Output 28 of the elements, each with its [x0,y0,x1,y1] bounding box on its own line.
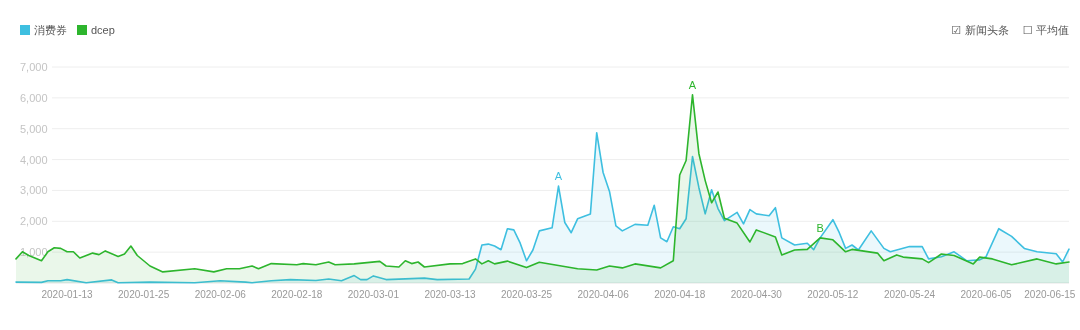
x-tick-label: 2020-01-13 [41,289,94,300]
x-tick-label: 2020-03-13 [424,289,476,300]
text: ☑ 新闻头条 [951,24,1009,37]
x-tick-label: 2020-06-05 [960,289,1013,300]
x-tick-label: 2020-04-30 [730,289,783,300]
x-tick-label: 2020-01-25 [118,289,170,300]
y-tick-label: 2,000 [20,215,48,228]
y-tick-label: 3,000 [20,184,48,197]
y-tick-label: 6,000 [20,91,48,104]
y-tick-label: 7,000 [20,61,48,73]
legend-label: dcep [91,24,115,36]
x-tick-label: 2020-05-12 [807,289,859,300]
x-tick-label: 2020-03-01 [347,289,400,300]
legend-label: 消费券 [34,24,67,36]
x-tick-label: 2020-04-06 [577,289,630,300]
text: ☐ 平均值 [1022,24,1069,37]
x-tick-label: 2020-02-06 [194,289,247,300]
x-tick-label: 2020-06-15 [1024,289,1076,300]
y-tick-label: 4,000 [20,153,48,166]
annotation: A [688,78,697,91]
y-tick-label: 1,000 [20,246,48,259]
annotation: B [816,221,824,234]
x-tick-label: 2020-02-18 [271,289,323,300]
annotation: A [554,170,563,183]
x-tick-label: 2020-03-25 [500,289,553,300]
x-tick-label: 2020-05-24 [883,289,936,300]
x-tick-label: 2020-04-18 [654,289,706,300]
y-tick-label: 5,000 [20,122,48,135]
